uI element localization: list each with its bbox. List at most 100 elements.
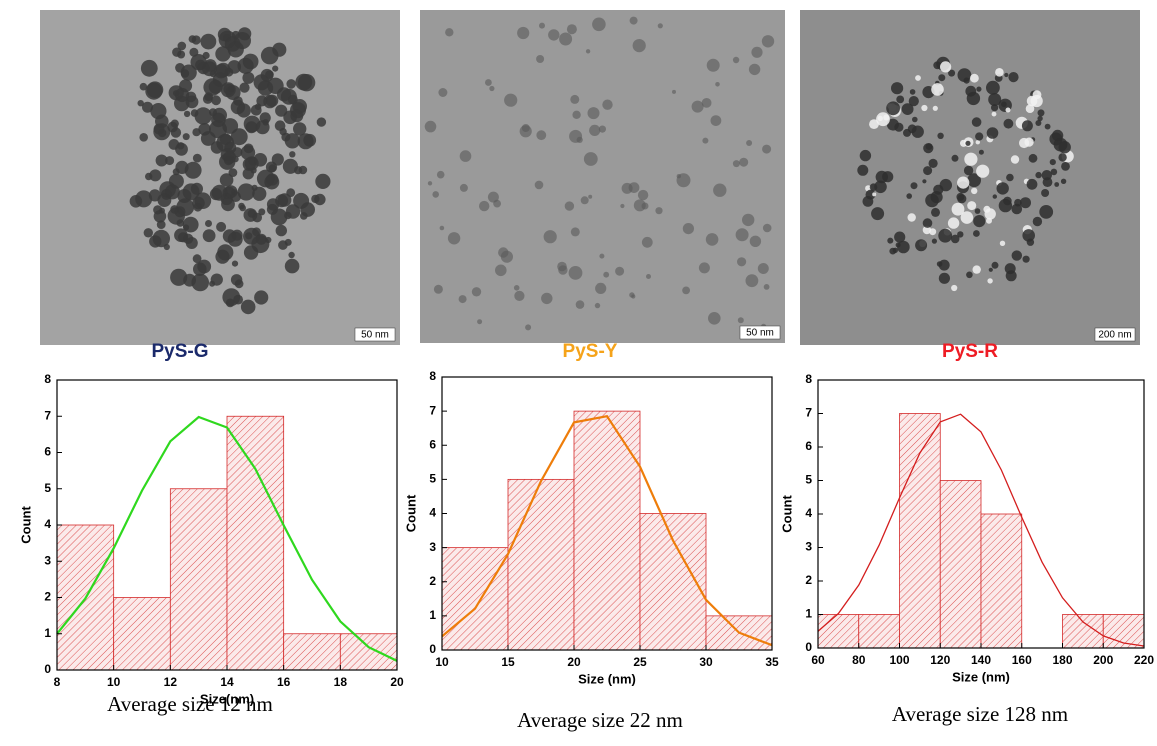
particle xyxy=(192,153,202,163)
particle xyxy=(594,302,601,309)
y-tick-label: 7 xyxy=(805,406,812,420)
particle xyxy=(676,174,681,179)
particle xyxy=(909,89,916,95)
particle xyxy=(762,144,772,154)
particle xyxy=(485,79,492,86)
particle xyxy=(732,56,740,64)
particle xyxy=(894,231,906,243)
particle xyxy=(224,185,238,199)
particle xyxy=(588,194,593,199)
particle xyxy=(931,238,938,244)
y-tick-label: 8 xyxy=(805,372,812,386)
particle xyxy=(242,71,255,84)
particle xyxy=(280,88,297,105)
y-tick-label: 4 xyxy=(805,506,812,520)
particle xyxy=(641,236,653,248)
scale-bar-box xyxy=(1094,327,1136,342)
particle xyxy=(275,224,287,237)
particle xyxy=(621,182,633,194)
x-tick-label: 20 xyxy=(390,675,404,689)
particle xyxy=(632,39,646,53)
particle xyxy=(459,183,468,192)
particle xyxy=(315,173,331,189)
particle xyxy=(210,273,223,286)
particle xyxy=(1060,178,1067,184)
particle xyxy=(245,232,253,240)
y-tick-label: 6 xyxy=(44,445,51,459)
particle xyxy=(933,184,944,195)
particle xyxy=(972,265,981,274)
particle xyxy=(504,93,518,107)
particle xyxy=(706,58,720,72)
y-tick-label: 2 xyxy=(805,573,812,587)
particle xyxy=(194,107,212,125)
particle xyxy=(200,131,216,146)
particle xyxy=(256,169,275,188)
histogram-bar xyxy=(899,413,941,649)
particle xyxy=(286,79,297,89)
particle xyxy=(620,203,625,209)
particle xyxy=(262,119,269,126)
particle xyxy=(682,223,695,235)
particle xyxy=(220,82,236,98)
particle xyxy=(576,136,583,143)
particle xyxy=(172,47,182,57)
particle xyxy=(140,59,158,77)
particle xyxy=(182,133,190,141)
particle xyxy=(1026,178,1038,190)
y-tick-label: 2 xyxy=(429,574,436,588)
particle xyxy=(271,153,284,166)
y-tick-label: 1 xyxy=(429,608,436,622)
particle xyxy=(445,28,454,37)
particle xyxy=(248,156,258,166)
particle xyxy=(216,221,227,232)
particle xyxy=(183,273,197,287)
particle xyxy=(691,100,704,113)
particle xyxy=(239,204,246,212)
particle xyxy=(915,75,921,81)
particle xyxy=(682,286,690,295)
particle xyxy=(746,140,753,146)
particle xyxy=(458,295,467,304)
particle xyxy=(290,102,306,119)
particle xyxy=(265,94,279,108)
particle xyxy=(168,173,184,189)
particle xyxy=(1020,197,1031,209)
particle xyxy=(242,168,254,180)
y-tick-label: 5 xyxy=(44,481,51,495)
particle xyxy=(215,46,231,62)
sample-title: PyS-R xyxy=(942,341,998,362)
particle xyxy=(500,250,513,263)
particle xyxy=(536,55,545,63)
particle xyxy=(975,140,980,145)
particle xyxy=(761,35,775,48)
caption: Average size 128 nm xyxy=(892,702,1068,726)
particle xyxy=(293,192,310,209)
particle xyxy=(227,231,243,247)
particle xyxy=(1032,216,1043,227)
particle xyxy=(314,193,326,206)
particle xyxy=(222,288,241,306)
particle xyxy=(737,257,747,267)
y-axis-label: Count xyxy=(779,495,794,533)
particle xyxy=(1028,153,1038,163)
particle xyxy=(152,229,170,248)
particle xyxy=(957,176,970,189)
particle xyxy=(862,196,874,207)
x-tick-label: 8 xyxy=(54,675,61,689)
particle xyxy=(142,101,153,113)
particle xyxy=(559,32,573,46)
particle xyxy=(745,274,759,288)
particle xyxy=(179,79,193,93)
particle xyxy=(150,103,167,120)
particle xyxy=(493,199,501,208)
particle xyxy=(732,160,740,168)
x-tick-label: 16 xyxy=(277,675,291,689)
y-tick-label: 0 xyxy=(429,642,436,656)
x-tick-label: 18 xyxy=(334,675,348,689)
particle xyxy=(202,229,216,243)
sample-title: PyS-G xyxy=(151,341,208,362)
scale-bar-label: 50 nm xyxy=(361,330,389,341)
particle xyxy=(705,233,719,246)
particle xyxy=(748,63,761,76)
